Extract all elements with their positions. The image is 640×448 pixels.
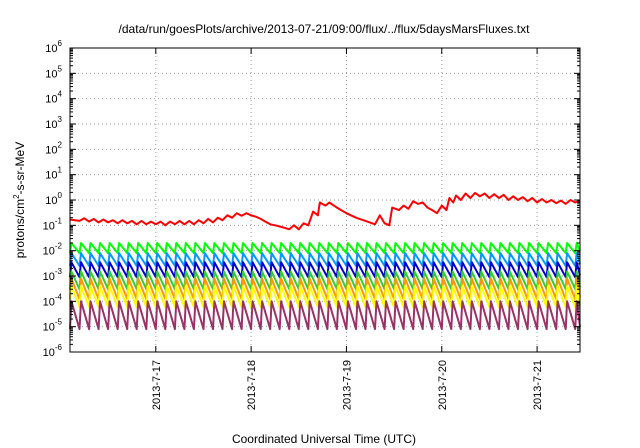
y-tick-label-base: 10 xyxy=(43,322,55,334)
y-tick-label-base: 10 xyxy=(45,119,57,131)
y-tick-label-exponent: -1 xyxy=(55,216,63,225)
y-tick-label-exponent: -3 xyxy=(55,267,63,276)
y-tick-label-base: 10 xyxy=(45,68,57,80)
y-axis-label-rest: -s-sr-MeV xyxy=(13,142,27,195)
y-tick-label-base: 10 xyxy=(45,94,57,106)
x-axis-ticks: 2013-7-17 2013-7-18 2013-7-19 2013-7-20 2013… xyxy=(151,48,544,410)
y-tick-label-base: 10 xyxy=(45,144,57,156)
y-tick-label-exponent: 6 xyxy=(58,39,63,48)
data-series xyxy=(69,191,581,331)
y-tick-label-base: 10 xyxy=(43,246,55,258)
y-tick-label: 102 xyxy=(45,140,62,156)
y-tick-label: 105 xyxy=(45,64,62,80)
y-axis-label-main: protons/cm xyxy=(13,199,27,258)
series-line-1 xyxy=(69,191,581,231)
y-tick-label-exponent: -2 xyxy=(55,242,63,251)
y-tick-label-exponent: 2 xyxy=(58,140,63,149)
y-tick-label: 10-4 xyxy=(43,292,63,308)
x-tick-label: 2013-7-18 xyxy=(246,360,258,410)
y-tick-label-exponent: 5 xyxy=(58,64,63,73)
y-tick-label-base: 10 xyxy=(45,195,57,207)
y-axis-ticks: 10610510410310210110010-110-210-310-410-… xyxy=(43,39,580,359)
x-tick-label: 2013-7-19 xyxy=(341,360,353,410)
y-tick-label-base: 10 xyxy=(45,170,57,182)
y-tick-label-exponent: -5 xyxy=(55,318,63,327)
series-line-8 xyxy=(69,300,581,331)
y-tick-label: 10-2 xyxy=(43,242,63,258)
y-tick-label: 10-3 xyxy=(43,267,63,283)
y-tick-label-exponent: 3 xyxy=(58,115,63,124)
x-tick-label: 2013-7-21 xyxy=(532,360,544,410)
y-tick-label: 10-6 xyxy=(43,343,63,359)
y-tick-label-base: 10 xyxy=(43,296,55,308)
y-tick-label: 106 xyxy=(45,39,62,55)
y-tick-label-base: 10 xyxy=(43,220,55,232)
x-tick-label: 2013-7-20 xyxy=(437,360,449,410)
chart-title: /data/run/goesPlots/archive/2013-07-21/0… xyxy=(119,22,531,36)
y-tick-label: 100 xyxy=(45,191,62,207)
x-axis-label: Coordinated Universal Time (UTC) xyxy=(232,432,416,446)
y-tick-label: 10-1 xyxy=(43,216,63,232)
y-tick-label: 103 xyxy=(45,115,62,131)
y-tick-label: 10-5 xyxy=(43,318,63,334)
y-tick-label-exponent: -6 xyxy=(55,343,63,352)
x-tick-label: 2013-7-17 xyxy=(151,360,163,410)
y-tick-label-exponent: 1 xyxy=(58,166,63,175)
y-tick-label-exponent: 4 xyxy=(58,90,63,99)
y-tick-label-base: 10 xyxy=(43,347,55,359)
y-tick-label-base: 10 xyxy=(43,271,55,283)
y-axis-label: protons/cm2-s-sr-MeV xyxy=(12,142,27,258)
series-line-3 xyxy=(69,252,581,267)
y-tick-label-exponent: -4 xyxy=(55,292,63,301)
y-axis-label-sup: 2 xyxy=(12,194,21,199)
y-tick-label: 101 xyxy=(45,166,62,182)
y-tick-label-exponent: 0 xyxy=(58,191,63,200)
series-line-7 xyxy=(69,285,581,308)
y-tick-label: 104 xyxy=(45,90,62,106)
series-line-2 xyxy=(69,242,581,255)
y-tick-label-base: 10 xyxy=(45,43,57,55)
